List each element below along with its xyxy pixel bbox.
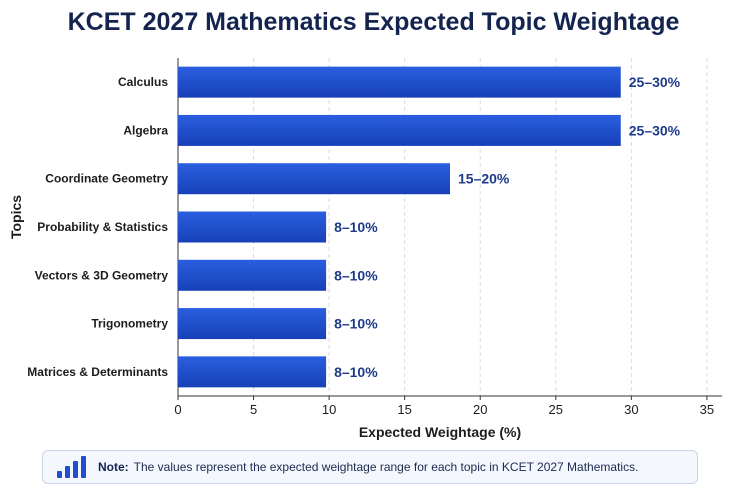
category-label: Probability & Statistics bbox=[37, 220, 168, 234]
bar bbox=[178, 211, 327, 243]
bar bbox=[178, 356, 327, 388]
category-label: Trigonometry bbox=[91, 317, 168, 331]
bar bbox=[178, 259, 327, 291]
x-tick-label: 15 bbox=[397, 402, 411, 417]
x-tick-label: 5 bbox=[250, 402, 257, 417]
bar bbox=[178, 308, 327, 340]
category-label: Vectors & 3D Geometry bbox=[35, 268, 169, 282]
bar bbox=[178, 66, 621, 98]
category-label: Calculus bbox=[118, 75, 168, 89]
x-tick-label: 10 bbox=[322, 402, 336, 417]
note-label: Note: bbox=[98, 460, 129, 474]
data-label: 25–30% bbox=[629, 122, 681, 138]
bar bbox=[178, 114, 621, 146]
bar-chart-icon bbox=[57, 456, 86, 478]
data-label: 8–10% bbox=[334, 267, 378, 283]
note-text: The values represent the expected weight… bbox=[133, 460, 639, 474]
category-label: Algebra bbox=[123, 123, 168, 137]
category-label: Coordinate Geometry bbox=[45, 172, 168, 186]
x-tick-label: 20 bbox=[473, 402, 487, 417]
data-label: 8–10% bbox=[334, 219, 378, 235]
x-tick-label: 0 bbox=[174, 402, 181, 417]
x-tick-label: 25 bbox=[549, 402, 563, 417]
y-axis-title: Topics bbox=[8, 195, 24, 239]
note-box: Note: The values represent the expected … bbox=[42, 450, 698, 484]
x-tick-label: 35 bbox=[700, 402, 714, 417]
chart-title: KCET 2027 Mathematics Expected Topic Wei… bbox=[67, 8, 680, 36]
x-tick-label: 30 bbox=[624, 402, 638, 417]
bar-chart: 0 5 10 15 20 25 30 35 Calculus 25–30% Algebra 25–30… bbox=[8, 58, 722, 440]
category-label: Matrices & Determinants bbox=[27, 365, 168, 379]
x-axis-title: Expected Weightage (%) bbox=[359, 424, 521, 440]
data-label: 25–30% bbox=[629, 74, 681, 90]
data-label: 8–10% bbox=[334, 316, 378, 332]
bar bbox=[178, 163, 450, 195]
data-label: 8–10% bbox=[334, 364, 378, 380]
data-label: 15–20% bbox=[458, 171, 510, 187]
